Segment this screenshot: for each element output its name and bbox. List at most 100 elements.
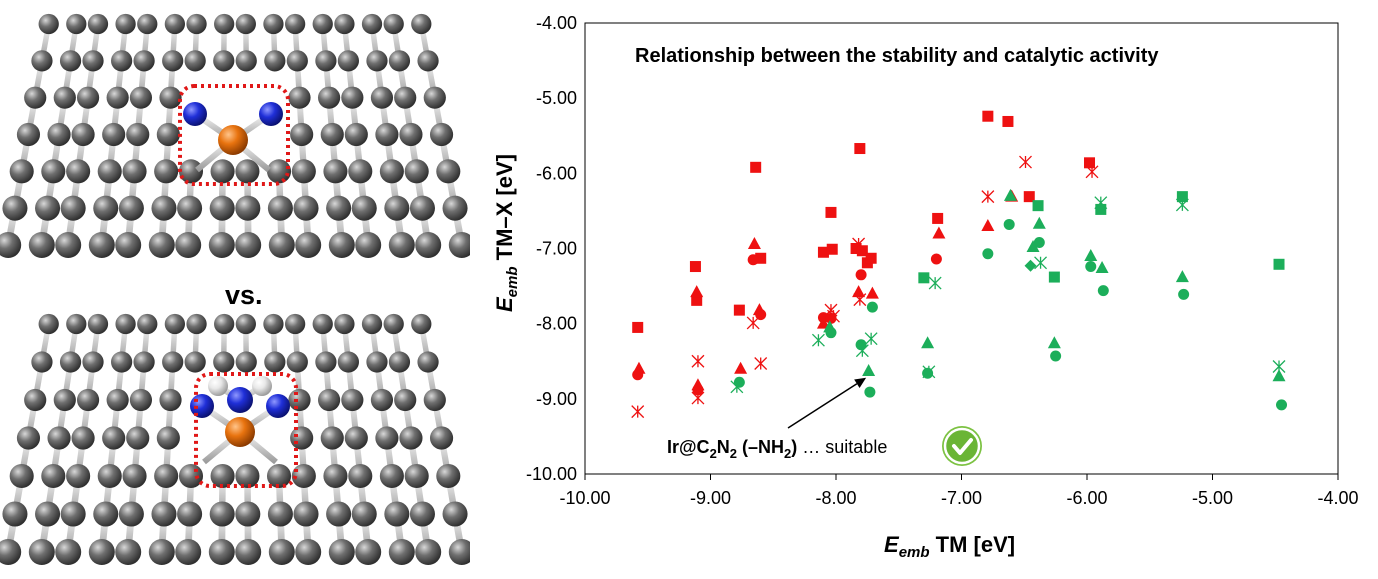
carbon-atom [137, 313, 158, 335]
data-point-star [746, 316, 760, 330]
carbon-atom [334, 313, 355, 335]
carbon-atom [55, 232, 82, 258]
data-point-square [825, 206, 837, 218]
data-point-circle [1085, 261, 1097, 273]
carbon-atom [235, 195, 261, 221]
carbon-atom [312, 313, 333, 335]
data-point-star [853, 293, 867, 307]
carbon-atom [38, 13, 59, 35]
carbon-atom [295, 232, 322, 258]
chart-title: Relationship between the stability and c… [635, 45, 1159, 67]
carbon-atom [16, 426, 41, 450]
data-point-triangle [1084, 249, 1098, 262]
plot-frame [584, 22, 1339, 475]
carbon-atom [286, 50, 308, 72]
carbon-atom [82, 50, 104, 72]
carbon-atom [315, 50, 337, 72]
data-point-square [865, 252, 877, 264]
data-point-circle [825, 327, 837, 339]
data-point-triangle [690, 285, 704, 298]
data-point-square [733, 304, 745, 316]
carbon-atom [417, 351, 439, 373]
nitrogen-atom [183, 102, 207, 126]
carbon-atom [71, 426, 95, 450]
carbon-atom [0, 232, 22, 258]
carbon-atom [317, 388, 341, 412]
carbon-atom [235, 313, 256, 335]
carbon-atom [417, 50, 439, 72]
active-site-highlight-box [194, 372, 298, 488]
data-point-square [856, 245, 868, 257]
data-point-triangle [747, 236, 761, 249]
data-point-triangle [1095, 261, 1109, 274]
carbon-atom [2, 195, 28, 221]
carbon-atom [326, 195, 352, 221]
data-point-star [1175, 198, 1189, 212]
carbon-atom [295, 539, 322, 565]
carbon-atom [326, 501, 352, 527]
data-point-star [754, 357, 768, 370]
carbon-atom [210, 463, 235, 489]
carbon-atom [118, 501, 144, 527]
data-point-star [1272, 360, 1286, 373]
carbon-atom [60, 501, 86, 527]
carbon-atom [28, 539, 55, 565]
carbon-atom [423, 388, 446, 412]
x-tick-label: -4.00 [1317, 488, 1358, 508]
scatter-chart: Relationship between the stability and c… [492, 13, 1359, 561]
carbon-atom [2, 501, 28, 527]
data-point-triangle [1272, 369, 1286, 382]
carbon-atom [355, 232, 382, 258]
annotation-label: Ir@C2N2 (–NH2) … suitable [667, 437, 887, 461]
data-point-square [1032, 200, 1044, 212]
carbon-atom [9, 159, 34, 184]
carbon-atom [156, 122, 180, 147]
carbon-atom [60, 195, 86, 221]
carbon-atom [355, 539, 382, 565]
x-tick-label: -8.00 [815, 488, 856, 508]
carbon-atom [178, 159, 204, 184]
data-point-star [811, 333, 825, 347]
carbon-atom [213, 50, 235, 72]
carbon-atom [436, 159, 461, 184]
annotation-arrow [787, 383, 858, 429]
carbon-atom [97, 159, 122, 184]
carbon-atom [317, 86, 341, 109]
carbon-atom [361, 13, 383, 35]
data-point-triangle [981, 218, 995, 231]
carbon-atom [66, 159, 91, 184]
carbon-atom [209, 501, 235, 527]
carbon-atom [148, 539, 175, 565]
carbon-atom [137, 13, 158, 35]
carbon-atom [31, 50, 53, 72]
carbon-atom [337, 351, 359, 373]
hydrogen-atom [208, 376, 228, 396]
data-point-triangle [1032, 216, 1046, 229]
data-point-star [1094, 196, 1108, 210]
carbon-atom [379, 159, 404, 184]
carbon-atom [88, 539, 115, 565]
carbon-atom [184, 351, 206, 373]
carbon-atom [323, 159, 348, 184]
y-tick-label: -4.00 [536, 13, 577, 33]
carbon-atom [284, 313, 306, 335]
y-tick-label: -8.00 [536, 314, 577, 334]
nitrogen-atom [266, 394, 290, 418]
carbon-atom [370, 86, 394, 109]
carbon-atom [388, 50, 411, 72]
carbon-atom [102, 122, 126, 147]
data-point-triangle [1175, 270, 1189, 283]
carbon-atom [235, 463, 260, 489]
carbon-atom [429, 122, 454, 147]
carbon-atom [0, 539, 22, 565]
carbon-atom [312, 13, 333, 35]
data-point-circle [747, 254, 759, 266]
data-point-triangle [1026, 239, 1040, 252]
carbon-atom [384, 501, 410, 527]
carbon-atom [76, 86, 100, 109]
carbon-atom [415, 539, 442, 565]
carbon-atom [177, 501, 203, 527]
carbon-atom [55, 539, 82, 565]
y-tick-label: -6.00 [536, 163, 577, 183]
carbon-atom [288, 86, 311, 109]
